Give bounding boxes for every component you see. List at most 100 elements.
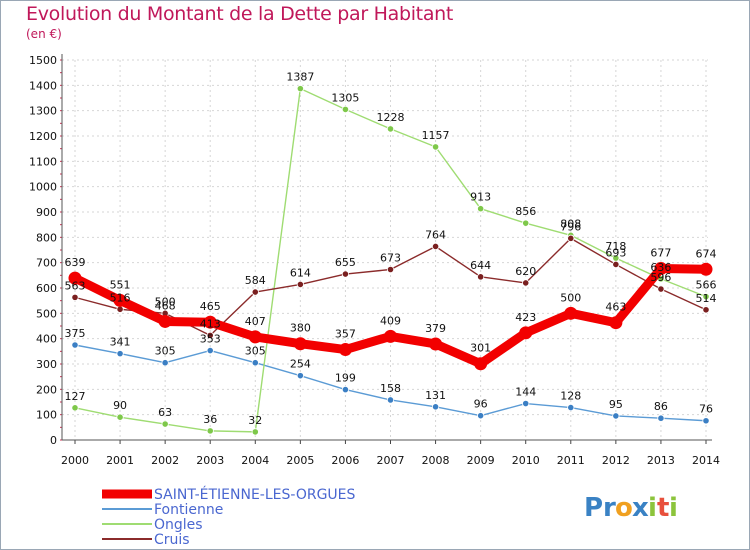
data-label: 1228: [377, 111, 405, 124]
data-label: 693: [605, 246, 626, 259]
data-point: [341, 270, 350, 278]
y-tick-label: 700: [36, 257, 57, 270]
y-tick-label: 1500: [29, 54, 57, 67]
legend-label: Ongles: [154, 517, 203, 533]
data-point: [116, 305, 124, 313]
data-point: [519, 326, 533, 340]
data-point: [251, 428, 259, 436]
logo-letter: o: [615, 493, 633, 523]
y-tick-label: 1200: [29, 130, 57, 143]
x-tick-label: 2013: [647, 454, 675, 467]
data-label: 636: [650, 261, 671, 274]
data-point: [564, 306, 578, 320]
data-point: [477, 412, 485, 420]
series-layer: [68, 85, 713, 436]
data-labels: 375 341 305 353 305 254 199 158 131 96 144 128 95 86 7…: [65, 71, 717, 427]
data-label: 341: [110, 336, 131, 349]
data-point: [386, 396, 395, 404]
x-tick-label: 2012: [602, 454, 630, 467]
data-label: 677: [650, 246, 671, 259]
data-label: 563: [65, 279, 86, 292]
x-tick-label: 2003: [196, 454, 224, 467]
logo-letter: P: [584, 493, 603, 523]
y-tick-label: 800: [36, 231, 57, 244]
data-label: 673: [380, 252, 401, 265]
data-label: 913: [470, 191, 491, 204]
x-tick-label: 2001: [106, 454, 134, 467]
data-label: 199: [335, 372, 356, 385]
data-label: 301: [470, 342, 491, 355]
data-point: [384, 329, 397, 343]
data-point: [116, 413, 124, 421]
data-label: 566: [696, 279, 717, 292]
data-point: [251, 288, 259, 296]
data-label: 128: [560, 390, 581, 403]
data-label: 409: [380, 314, 401, 327]
legend-label: Fontienne: [154, 502, 223, 518]
data-label: 32: [248, 414, 262, 427]
logo-letter: i: [669, 493, 678, 523]
data-point: [71, 293, 79, 301]
data-point: [609, 316, 623, 330]
grid: [62, 59, 708, 441]
data-label: 674: [696, 247, 717, 260]
y-tick-label: 200: [36, 383, 57, 396]
y-tick-label: 1300: [29, 105, 57, 118]
y-tick-label: 500: [36, 307, 57, 320]
data-label: 407: [245, 315, 266, 328]
logo-letter: r: [603, 493, 616, 523]
data-label: 413: [200, 317, 221, 330]
data-point: [522, 219, 530, 227]
data-point: [116, 350, 124, 358]
data-label: 468: [155, 299, 176, 312]
data-label: 1305: [331, 91, 359, 104]
data-label: 131: [425, 389, 446, 402]
data-label: 96: [474, 398, 488, 411]
data-point: [113, 293, 127, 307]
x-tick-label: 2014: [692, 454, 720, 467]
data-point: [477, 205, 485, 213]
data-label: 500: [155, 295, 176, 308]
y-tick-label: 100: [36, 409, 57, 422]
data-point: [203, 315, 217, 329]
x-tick-label: 2010: [512, 454, 540, 467]
data-label: 655: [335, 256, 356, 269]
data-point: [522, 399, 530, 408]
data-label: 379: [425, 322, 446, 335]
logo-letter: x: [632, 493, 649, 523]
data-label: 36: [203, 413, 217, 426]
data-point: [702, 417, 710, 425]
data-label: 639: [65, 256, 86, 269]
data-label: 463: [605, 301, 626, 314]
data-point: [161, 420, 169, 428]
data-point: [654, 261, 668, 275]
data-point: [429, 337, 443, 351]
data-point: [431, 143, 440, 151]
data-label: 380: [290, 322, 311, 335]
y-tick-label: 1000: [29, 181, 57, 194]
data-label: 63: [158, 406, 172, 419]
data-point: [248, 330, 262, 344]
y-tick-label: 1400: [29, 79, 57, 92]
data-point: [699, 262, 713, 276]
chart-title: Evolution du Montant de la Dette par Hab…: [26, 3, 454, 25]
x-tick-label: 2009: [467, 454, 495, 467]
x-tick-label: 2011: [557, 454, 585, 467]
tick-labels: 0 100 200 300 400 500 600 700 800 900 1000 1100 1200…: [29, 54, 720, 467]
data-label: 808: [560, 217, 581, 230]
data-label: 90: [113, 399, 127, 412]
data-label: 796: [560, 220, 581, 233]
data-label: 144: [515, 386, 536, 399]
data-label: 305: [245, 345, 266, 358]
data-label: 357: [335, 328, 356, 341]
x-tick-label: 2007: [377, 454, 405, 467]
y-tick-label: 1100: [29, 155, 57, 168]
data-label: 620: [515, 265, 536, 278]
data-label: 614: [290, 266, 311, 279]
data-label: 76: [699, 403, 713, 416]
data-point: [341, 105, 350, 114]
data-point: [702, 293, 710, 301]
